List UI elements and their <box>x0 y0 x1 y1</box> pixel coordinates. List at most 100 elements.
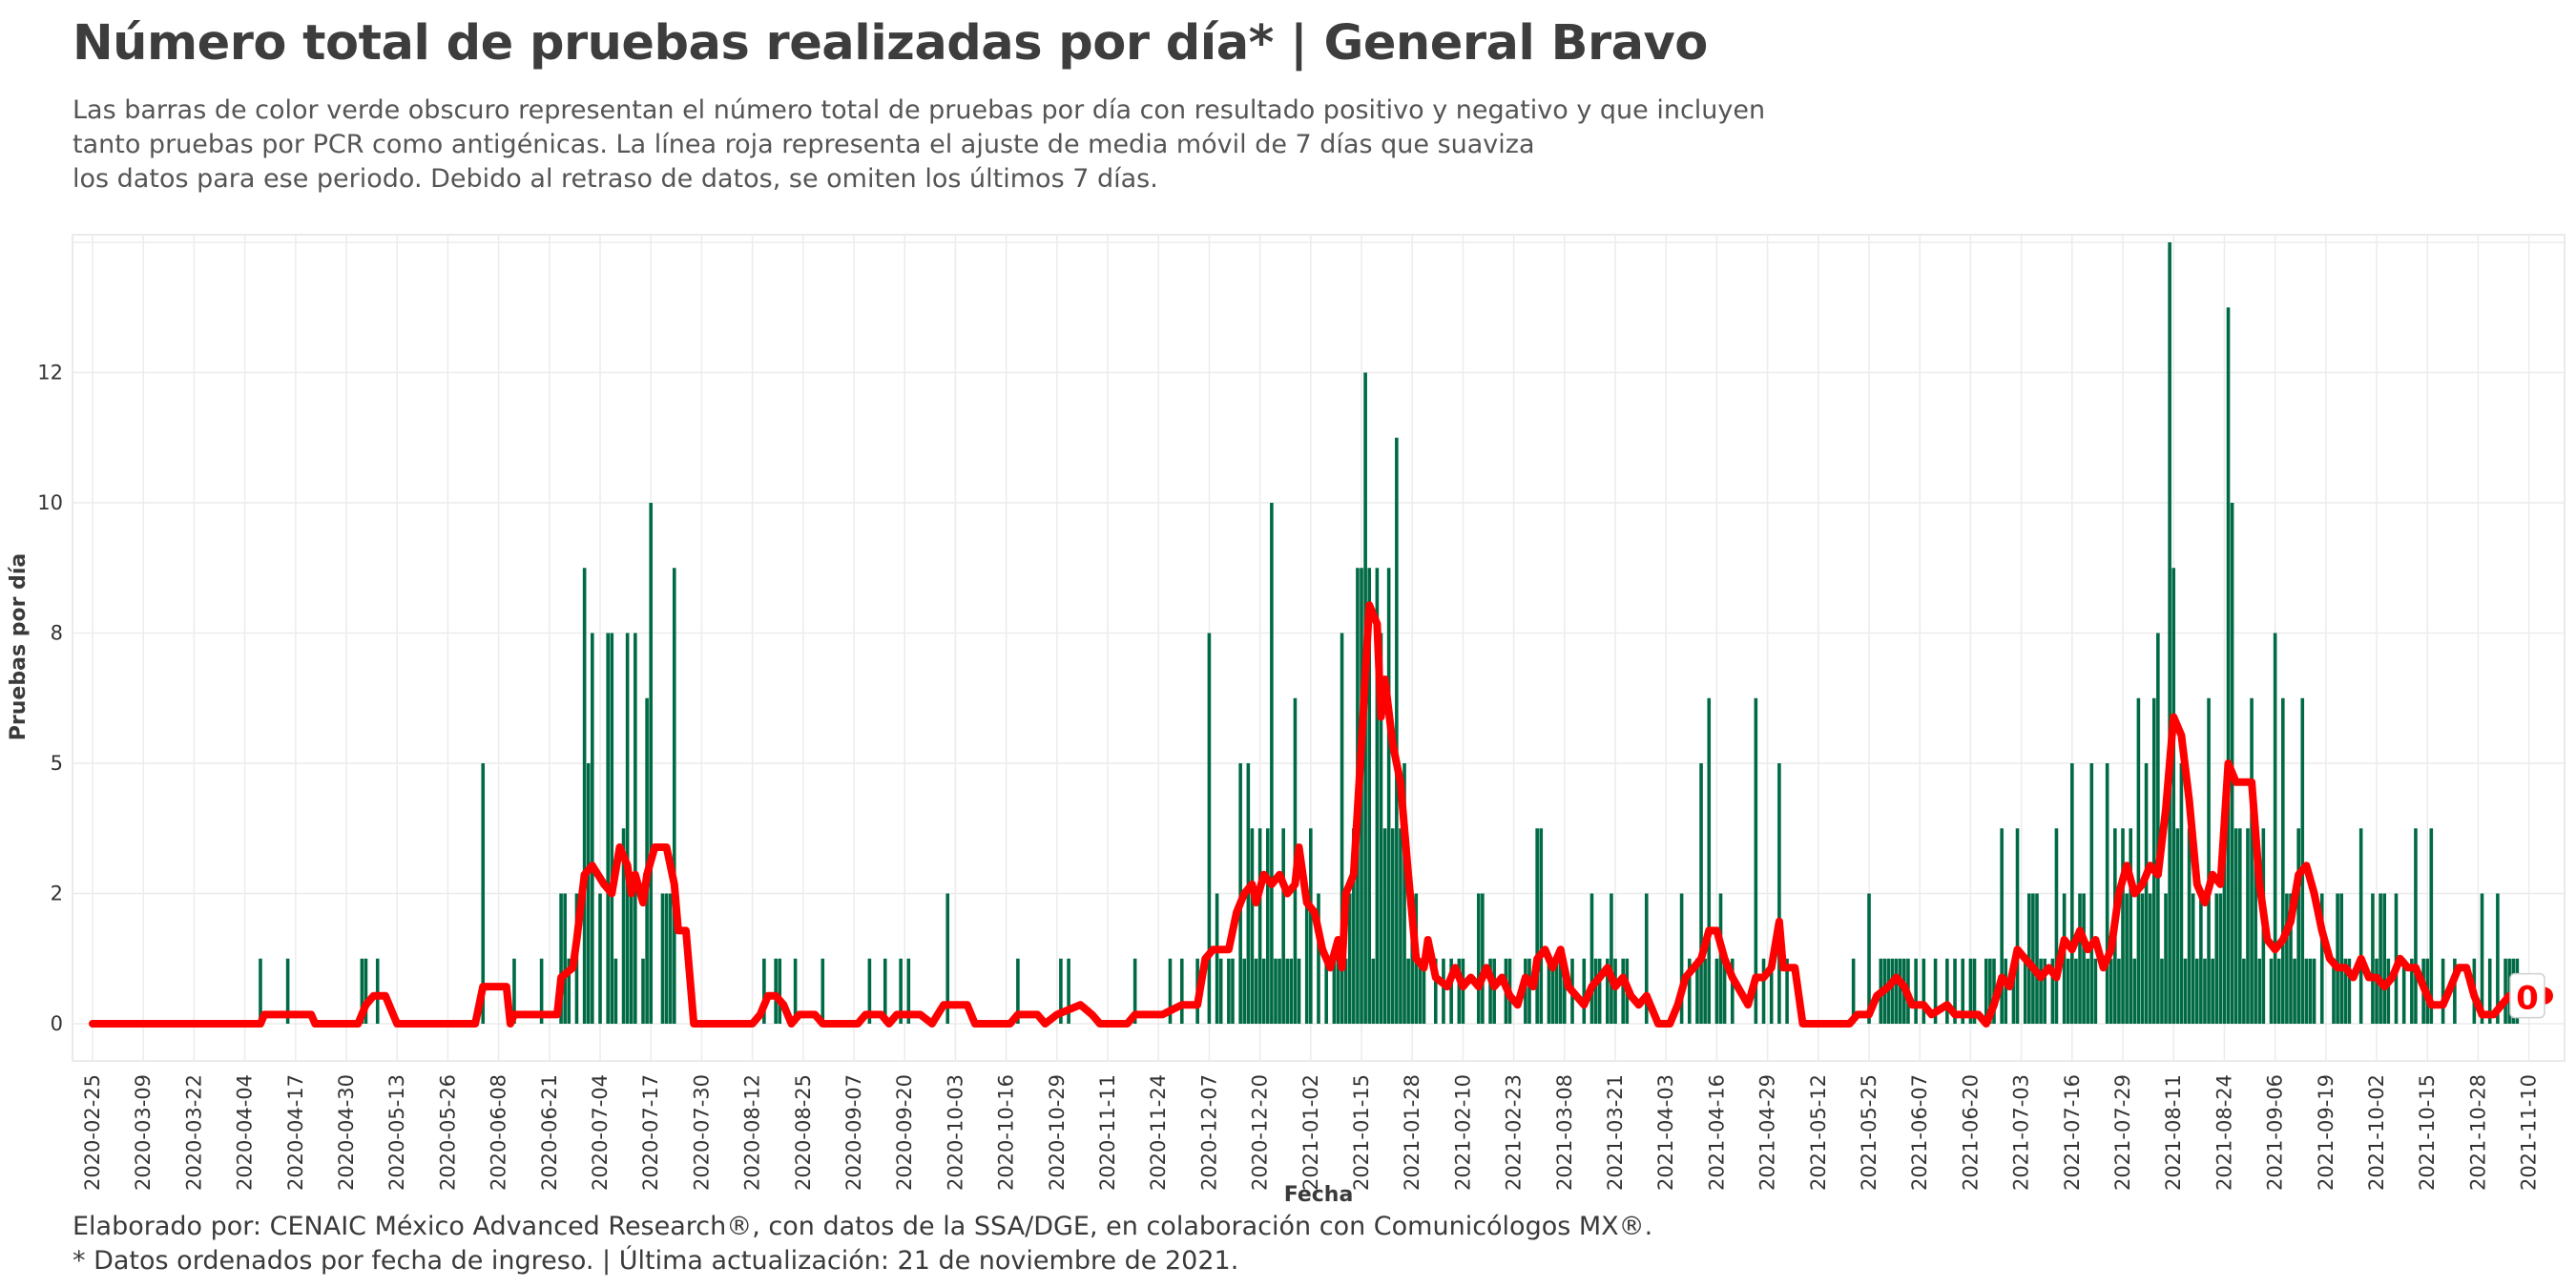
bar <box>2004 958 2008 1024</box>
bar <box>2136 697 2141 1024</box>
x-tick-label: 2020-07-17 <box>639 1074 662 1191</box>
bar <box>2129 828 2133 1024</box>
bar <box>2336 893 2339 1024</box>
bar <box>1730 958 1735 1024</box>
bar <box>2375 958 2379 1024</box>
x-tick-label: 2021-01-15 <box>1350 1074 1373 1191</box>
bar <box>1168 958 1173 1024</box>
x-tick-label: 2021-07-03 <box>2010 1074 2033 1191</box>
caption-line: * Datos ordenados por fecha de ingreso. … <box>73 1246 1239 1276</box>
bar <box>2187 828 2192 1024</box>
bar <box>1059 958 1063 1024</box>
bar <box>2296 828 2300 1024</box>
x-tick-label: 2020-06-21 <box>538 1074 561 1191</box>
bar <box>2148 893 2152 1024</box>
bar <box>2175 828 2180 1024</box>
x-tick-label: 2021-05-25 <box>1858 1074 1880 1191</box>
bar <box>1554 958 1559 1024</box>
x-tick-label: 2020-04-17 <box>284 1074 307 1191</box>
x-tick-label: 2021-07-16 <box>2061 1074 2084 1191</box>
chart-title: Número total de pruebas realizadas por d… <box>73 15 1708 72</box>
bar <box>2343 958 2348 1024</box>
bar <box>1922 958 1926 1024</box>
bar <box>2031 893 2035 1024</box>
bar <box>1386 568 1391 1024</box>
bar <box>2117 958 2121 1024</box>
bar <box>649 503 654 1024</box>
bar <box>2203 958 2207 1024</box>
bar <box>2183 958 2188 1024</box>
bar <box>375 958 380 1024</box>
bar <box>1593 958 1598 1024</box>
bar <box>2218 893 2223 1024</box>
bar <box>1304 893 1309 1024</box>
bar <box>2214 893 2219 1024</box>
bar <box>1343 958 1348 1024</box>
bar <box>1067 958 1070 1024</box>
bar <box>641 958 645 1024</box>
bar <box>1433 958 1438 1024</box>
bar <box>2304 958 2309 1024</box>
bar <box>2054 828 2059 1024</box>
bar <box>2257 958 2262 1024</box>
bar <box>774 958 778 1024</box>
bar <box>1257 828 1262 1024</box>
bar <box>867 958 872 1024</box>
x-tick-label: 2020-12-07 <box>1197 1074 1220 1191</box>
bar <box>2140 893 2145 1024</box>
bar <box>1867 893 1871 1024</box>
bar <box>2086 958 2089 1024</box>
bar <box>2347 958 2352 1024</box>
bar <box>1340 633 1344 1024</box>
y-axis: 0 2 5 8 10 12 <box>37 362 63 1036</box>
bar <box>2023 958 2027 1024</box>
bar <box>613 958 618 1024</box>
bar <box>1289 958 1294 1024</box>
bar <box>1399 828 1402 1024</box>
bar <box>2015 828 2020 1024</box>
x-tick-label: 2021-01-28 <box>1401 1074 1423 1191</box>
bar <box>1972 958 1977 1024</box>
x-tick-label: 2020-10-16 <box>995 1074 1018 1191</box>
bar <box>2151 697 2156 1024</box>
bar <box>1984 958 1988 1024</box>
x-tick-label: 2020-09-20 <box>893 1074 916 1191</box>
bar <box>945 893 950 1024</box>
y-tick-label: 2 <box>51 883 63 905</box>
bar <box>1422 958 1426 1024</box>
bar <box>2207 697 2211 1024</box>
bar <box>1266 828 1270 1024</box>
bar <box>1703 958 1707 1024</box>
bar <box>582 568 587 1024</box>
x-tick-label: 2021-03-08 <box>1553 1074 1576 1191</box>
bar <box>1317 893 1320 1024</box>
bar <box>2233 828 2238 1024</box>
bar <box>2132 958 2137 1024</box>
bar <box>1777 763 1781 1024</box>
bar <box>2332 958 2336 1024</box>
caption-line: Elaborado por: CENAIC México Advanced Re… <box>73 1212 1653 1241</box>
bar <box>1621 958 1625 1024</box>
bar <box>512 958 516 1024</box>
bar <box>2273 633 2277 1024</box>
x-tick-label: 2020-09-07 <box>842 1074 865 1191</box>
x-tick-label: 2021-05-12 <box>1807 1074 1830 1191</box>
bar <box>2487 958 2492 1024</box>
bar <box>793 958 798 1024</box>
bar <box>1563 958 1567 1024</box>
bar <box>2281 697 2285 1024</box>
bar <box>2289 893 2293 1024</box>
bar <box>1270 503 1274 1024</box>
y-axis-title: Pruebas por día <box>7 553 31 740</box>
bar <box>1539 828 1544 1024</box>
bar <box>1382 828 1387 1024</box>
bar <box>2480 893 2484 1024</box>
x-tick-label: 2020-08-25 <box>792 1074 815 1191</box>
bar <box>567 958 571 1024</box>
x-tick-label: 2020-10-03 <box>944 1074 966 1191</box>
bar <box>2300 697 2305 1024</box>
bar <box>1933 958 1938 1024</box>
bar <box>2414 828 2418 1024</box>
bar <box>2269 958 2274 1024</box>
x-tick-label: 2020-10-29 <box>1046 1074 1069 1191</box>
